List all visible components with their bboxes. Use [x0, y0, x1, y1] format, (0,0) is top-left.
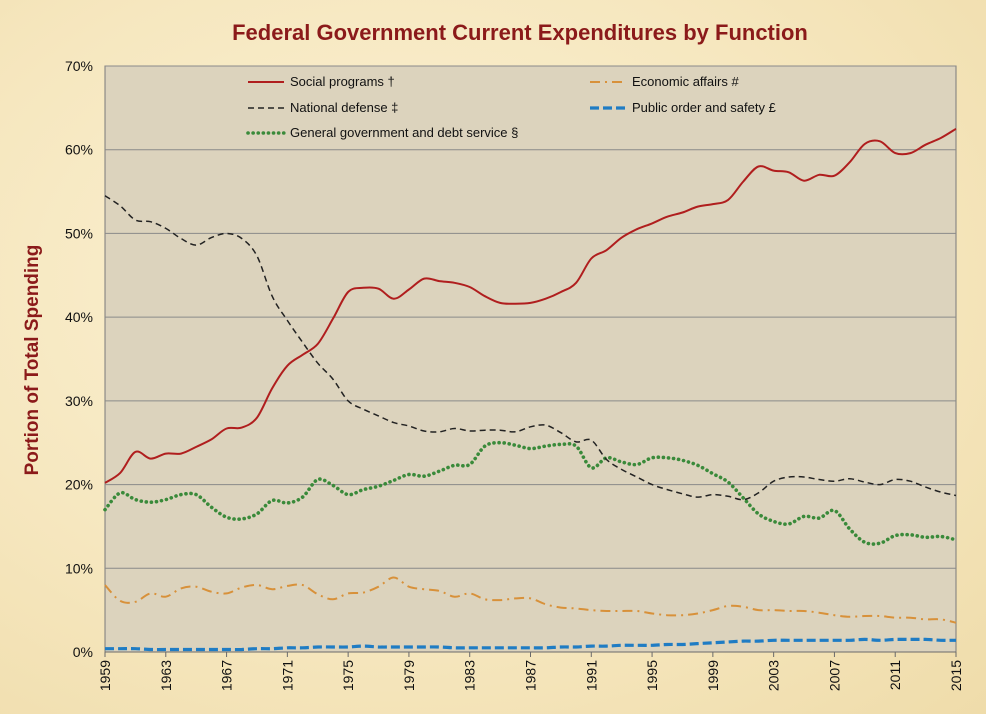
x-tick-label: 1995 — [644, 660, 660, 691]
series-line-3 — [104, 576, 957, 624]
plot-area: 0% 10% 20% 30% 40% 50% 60% 70% 1959 1963 1967 1971 1… — [65, 58, 964, 691]
x-tick-label: 1971 — [279, 660, 295, 691]
legend-label: Social programs † — [290, 74, 395, 89]
x-tick-label: 2015 — [948, 660, 964, 691]
x-tick-label: 1987 — [523, 660, 539, 691]
x-tick-label: 1979 — [401, 660, 417, 691]
y-tick-label: 40% — [65, 309, 93, 325]
legend: Social programs † Economic affairs # Natio… — [246, 74, 777, 140]
x-tick-label: 2007 — [826, 660, 842, 691]
series-line-1 — [104, 195, 957, 501]
legend-item: General government and debt service § — [246, 125, 518, 140]
series-line-4 — [104, 637, 957, 652]
y-tick-label: 10% — [65, 560, 93, 576]
chart-title: Federal Government Current Expenditures … — [232, 20, 808, 45]
y-tick-label: 60% — [65, 142, 93, 158]
series-line-0 — [104, 127, 957, 484]
legend-item: Public order and safety £ — [590, 100, 777, 115]
legend-item: Economic affairs # — [590, 74, 739, 89]
legend-label: Public order and safety £ — [632, 100, 777, 115]
y-tick-label: 0% — [73, 644, 93, 660]
legend-item: National defense ‡ — [248, 100, 398, 115]
x-tick-label: 1963 — [158, 660, 174, 691]
x-tick-label: 1983 — [462, 660, 478, 691]
y-tick-label: 50% — [65, 225, 93, 241]
legend-label: General government and debt service § — [290, 125, 518, 140]
y-tick-label: 30% — [65, 393, 93, 409]
y-tick-label: 70% — [65, 58, 93, 74]
x-tick-label: 1975 — [340, 660, 356, 691]
series-line-2 — [103, 440, 958, 546]
y-tick-label: 20% — [65, 477, 93, 493]
legend-label: National defense ‡ — [290, 100, 398, 115]
plot-background — [104, 65, 957, 653]
x-tick-label: 1991 — [583, 660, 599, 691]
y-axis-label: Portion of Total Spending — [22, 245, 43, 476]
x-tick-label: 1959 — [97, 660, 113, 691]
legend-label: Economic affairs # — [632, 74, 739, 89]
x-tick-label: 1967 — [219, 660, 235, 691]
x-tick-label: 2011 — [887, 660, 903, 690]
x-tick-label: 1999 — [705, 660, 721, 691]
legend-item: Social programs † — [248, 74, 395, 89]
x-tick-label: 2003 — [766, 660, 782, 691]
